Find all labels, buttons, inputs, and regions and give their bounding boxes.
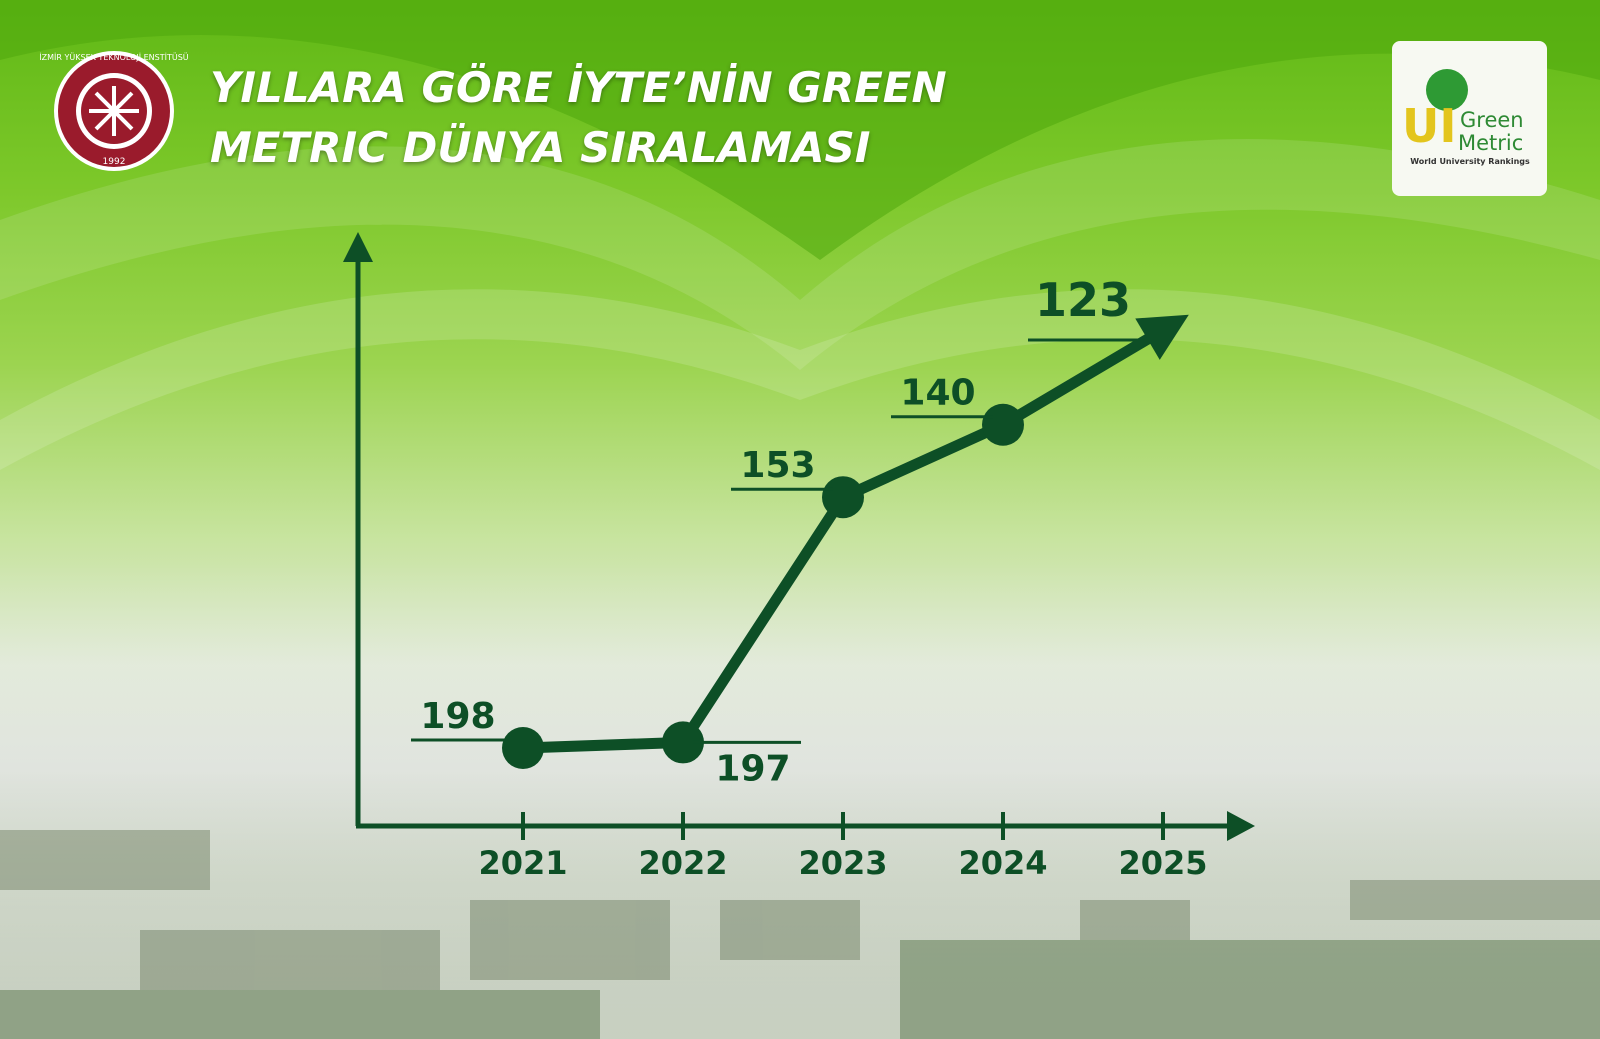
data-line [522, 325, 1166, 754]
x-tick-label: 2024 [958, 844, 1047, 882]
x-tick-label: 2023 [798, 844, 887, 882]
x-tick-label: 2021 [478, 844, 567, 882]
x-tick-label: 2022 [638, 844, 727, 882]
line-arrowhead [1135, 314, 1189, 360]
data-point [982, 403, 1024, 446]
y-axis-arrow [343, 232, 373, 262]
value-label: 123 [1035, 273, 1131, 327]
value-label: 197 [715, 748, 790, 789]
value-label: 198 [420, 696, 495, 737]
logo-right-name: Green [1460, 108, 1524, 132]
x-axis-arrow [1227, 811, 1255, 841]
data-point [502, 727, 544, 769]
data-point [662, 721, 704, 764]
logo-right-mark: UI [1402, 99, 1456, 153]
value-label: 153 [740, 445, 815, 486]
data-point [822, 476, 864, 519]
logo-left-year: 1992 [103, 157, 126, 167]
logo-right-name: Metric [1458, 131, 1523, 155]
value-label: 140 [900, 373, 975, 414]
x-tick-label: 2025 [1118, 844, 1207, 882]
logo-right-tagline: World University Rankings [1410, 157, 1530, 166]
chart-title: YILLARA GÖRE İYTE’NİN GREEN METRIC DÜNYA… [210, 63, 947, 172]
logo-left-name: İZMİR YÜKSEK TEKNOLOJİ ENSTİTÜSÜ [39, 52, 188, 62]
